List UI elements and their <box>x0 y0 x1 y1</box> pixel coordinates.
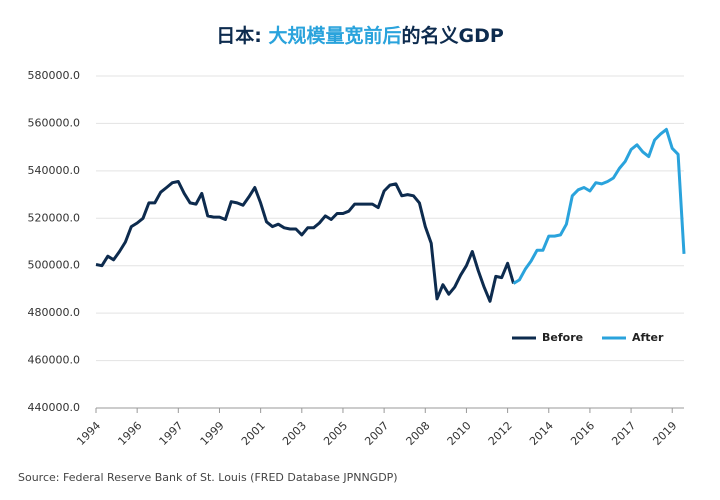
x-tick-label: 1996 <box>115 419 144 448</box>
title-part: 大规模量宽前后 <box>268 24 401 47</box>
title-part: 的名义GDP <box>401 24 503 47</box>
x-tick-label: 2016 <box>568 419 597 448</box>
x-tick-label: 2017 <box>609 419 638 448</box>
y-tick-label: 540000.0 <box>28 164 81 177</box>
x-tick-label: 2005 <box>321 419 350 448</box>
y-tick-label: 520000.0 <box>28 211 81 224</box>
y-tick-label: 440000.0 <box>28 401 81 414</box>
x-tick-label: 2014 <box>527 419 556 448</box>
chart-title: 日本: 大规模量宽前后的名义GDP <box>216 24 504 47</box>
legend-label: After <box>632 331 664 344</box>
x-tick-label: 2010 <box>445 419 474 448</box>
x-tick-label: 1997 <box>157 419 186 448</box>
x-tick-label: 1999 <box>198 419 227 448</box>
x-tick-label: 2001 <box>239 419 268 448</box>
y-tick-label: 560000.0 <box>28 116 81 129</box>
title-part: 日本: <box>216 24 268 47</box>
source-note: Source: Federal Reserve Bank of St. Loui… <box>18 471 398 484</box>
x-tick-label: 2012 <box>486 419 515 448</box>
x-tick-label: 2019 <box>650 419 679 448</box>
y-tick-label: 460000.0 <box>28 354 81 367</box>
line-series <box>95 180 515 303</box>
x-tick-label: 2003 <box>280 419 309 448</box>
x-tick-label: 1994 <box>74 419 103 448</box>
y-tick-label: 480000.0 <box>28 306 81 319</box>
x-tick-label: 2008 <box>404 419 433 448</box>
y-tick-label: 500000.0 <box>28 259 81 272</box>
legend-label: Before <box>542 331 583 344</box>
y-tick-label: 580000.0 <box>28 69 81 82</box>
line-series <box>512 127 686 285</box>
x-tick-label: 2007 <box>362 419 391 448</box>
